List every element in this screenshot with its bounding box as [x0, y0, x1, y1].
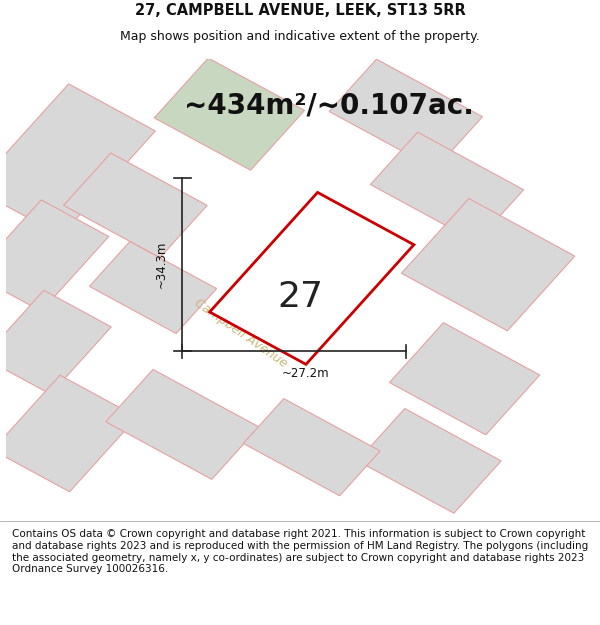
- Polygon shape: [0, 200, 109, 311]
- Text: ~34.3m: ~34.3m: [155, 241, 168, 288]
- Polygon shape: [0, 84, 155, 236]
- Text: Map shows position and indicative extent of the property.: Map shows position and indicative extent…: [120, 30, 480, 43]
- Polygon shape: [329, 59, 482, 169]
- Polygon shape: [389, 322, 540, 435]
- Text: Contains OS data © Crown copyright and database right 2021. This information is : Contains OS data © Crown copyright and d…: [12, 529, 588, 574]
- Text: ~434m²/~0.107ac.: ~434m²/~0.107ac.: [184, 91, 475, 119]
- Polygon shape: [0, 290, 111, 394]
- Text: Campbell Avenue: Campbell Avenue: [193, 296, 290, 370]
- Polygon shape: [358, 409, 501, 513]
- Polygon shape: [89, 241, 217, 334]
- Polygon shape: [106, 369, 259, 479]
- Polygon shape: [370, 132, 524, 242]
- Polygon shape: [154, 58, 305, 170]
- Text: 27, CAMPBELL AVENUE, LEEK, ST13 5RR: 27, CAMPBELL AVENUE, LEEK, ST13 5RR: [134, 2, 466, 18]
- Polygon shape: [64, 153, 207, 258]
- Polygon shape: [0, 375, 137, 492]
- Polygon shape: [209, 192, 414, 364]
- Polygon shape: [244, 399, 380, 496]
- Polygon shape: [401, 199, 575, 331]
- Text: ~27.2m: ~27.2m: [282, 368, 329, 381]
- Text: 27: 27: [277, 279, 323, 314]
